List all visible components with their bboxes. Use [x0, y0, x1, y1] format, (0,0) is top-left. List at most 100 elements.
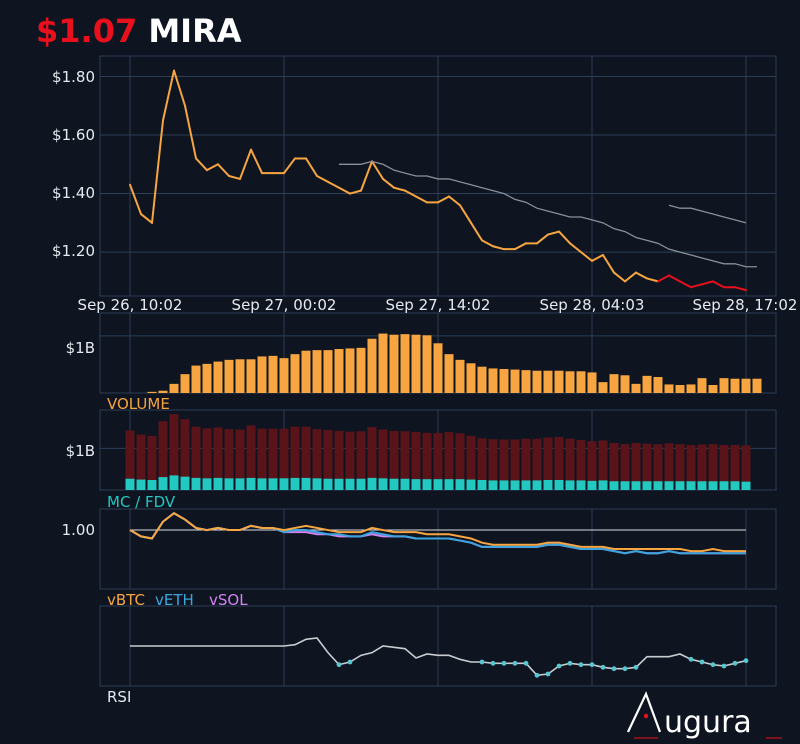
fdv-bar [356, 431, 366, 490]
mc-bar [609, 481, 619, 490]
price-line-segment [415, 195, 428, 204]
price-ytick-label: $1.40 [52, 184, 95, 202]
price-line-segment [569, 242, 582, 254]
mc-bar [455, 479, 465, 490]
mc-bar [180, 476, 190, 490]
mc-bar [147, 480, 157, 490]
fdv-bar [147, 435, 157, 490]
rsi-oversold-marker [743, 658, 749, 664]
fdv-bar [158, 421, 168, 490]
volume-bar [345, 348, 355, 393]
mc-bar [686, 481, 696, 490]
rsi-oversold-marker [490, 660, 496, 666]
vbtc-line [129, 512, 746, 553]
volume-bar [378, 333, 388, 393]
vbtc-legend-label: vBTC [107, 591, 145, 609]
mc-bar [367, 477, 377, 490]
rsi-oversold-marker [501, 660, 507, 666]
relative-ytick-label: 1.00 [62, 521, 95, 539]
mc-bar [510, 480, 520, 490]
mc-bar [257, 478, 267, 490]
price-line-segment [547, 230, 560, 236]
price-line-segment [481, 239, 494, 248]
fdv-bar [664, 443, 674, 490]
fdv-bar [466, 435, 476, 490]
mc-bar [235, 478, 245, 490]
rsi-oversold-marker [611, 666, 617, 672]
price-line-segment [492, 245, 505, 251]
fdv-bar [444, 432, 454, 490]
mc-bar [213, 477, 223, 490]
mc-bar [268, 478, 278, 490]
volume-bar [488, 368, 498, 393]
volume-bar [356, 347, 366, 393]
price-line-segment [635, 271, 648, 280]
fdv-bar [686, 445, 696, 490]
rsi-oversold-marker [622, 666, 628, 672]
fdv-bar [422, 432, 432, 490]
volume-bar [433, 343, 443, 393]
volume-bar [389, 334, 399, 393]
mc-bar [224, 478, 234, 490]
mc-bar [136, 479, 146, 490]
price-line-segment [239, 148, 252, 180]
price-ytick-label: $1.20 [52, 242, 95, 260]
mc-bar [631, 481, 641, 490]
rsi-oversold-marker [699, 659, 705, 665]
volume-bar [169, 383, 179, 393]
fdv-bar [741, 445, 751, 490]
volume-bar [290, 354, 300, 393]
price-line-segment [327, 180, 340, 189]
fdv-bar [609, 442, 619, 490]
price-line-segment [437, 195, 450, 204]
mc-bar [345, 478, 355, 490]
fdv-bar [279, 428, 289, 490]
rsi-oversold-marker [567, 660, 573, 666]
volume-ytick-label: $1B [66, 339, 95, 357]
mc-bar [477, 480, 487, 490]
mc-bar [246, 477, 256, 490]
volume-bar [246, 359, 256, 393]
fdv-bar [268, 428, 278, 490]
mc-bar [741, 481, 751, 490]
mc-bar [433, 479, 443, 490]
fdv-bar [587, 441, 597, 490]
mc-bar [444, 479, 454, 490]
fdv-bar [477, 438, 487, 490]
brand-name: ugura [664, 705, 752, 740]
volume-bar [444, 354, 454, 393]
volume-bar [147, 391, 157, 393]
volume-bar [235, 359, 245, 393]
mc-bar [620, 481, 630, 490]
price-line-segment [250, 148, 263, 175]
mc-bar [202, 478, 212, 490]
mc-bar [125, 478, 135, 490]
volume-bar [312, 350, 322, 393]
price-line-segment [580, 251, 593, 262]
fdv-bar [521, 438, 531, 490]
fdv-bar [433, 432, 443, 490]
rsi-line [130, 637, 747, 677]
mc-bar [411, 479, 421, 490]
volume-bar [499, 369, 509, 393]
header: $1.07 MIRA [36, 12, 241, 56]
mc-bar [389, 478, 399, 490]
fdv-bar [576, 440, 586, 490]
price-line-segment [701, 280, 714, 286]
rsi-oversold-marker [633, 664, 639, 670]
fdv-bar [631, 442, 641, 490]
volume-bar [576, 371, 586, 393]
price-line-segment [129, 183, 142, 216]
price-line-segment [195, 157, 208, 172]
rsi-panel-label: RSI [107, 688, 131, 706]
volume-bar [323, 350, 333, 393]
rsi-oversold-marker [336, 662, 342, 668]
fdv-bar [169, 414, 179, 490]
fdv-bar [213, 427, 223, 490]
price-line-segment [316, 175, 329, 183]
price-line-segment [470, 221, 483, 242]
mc-bar [191, 477, 201, 490]
fdv-bar [565, 438, 575, 490]
fdv-bar [510, 439, 520, 490]
price-line-segment [734, 286, 747, 292]
